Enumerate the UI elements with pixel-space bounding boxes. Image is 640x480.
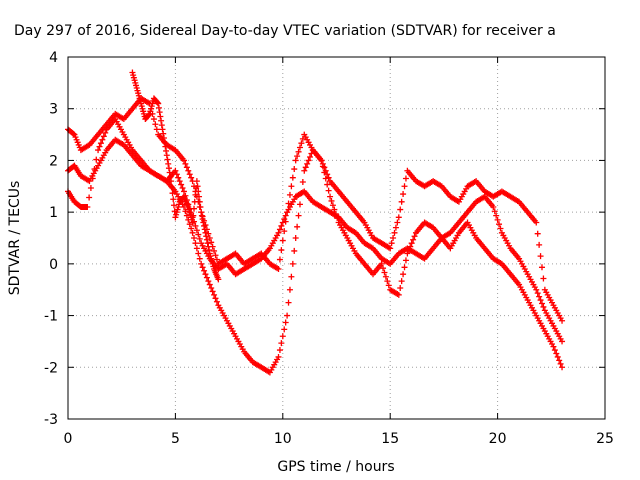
y-tick-label: 4 <box>49 50 58 66</box>
x-tick-label: 10 <box>274 431 292 447</box>
x-tick-label: 5 <box>171 431 180 447</box>
series-1-markers <box>65 95 566 324</box>
y-tick-label: -3 <box>44 412 58 428</box>
plot-frame <box>67 56 606 420</box>
x-axis-label: GPS time / hours <box>277 459 394 475</box>
x-tick-label: 15 <box>381 431 399 447</box>
y-axis-label: SDTVAR / TECUs <box>7 181 23 296</box>
series-2-points <box>65 136 566 345</box>
y-tick-label: 2 <box>49 153 58 169</box>
series-4-points <box>129 69 222 283</box>
axis-ticks: 0 5 10 15 20 25 -3 -2 -1 0 1 2 3 4 <box>44 50 614 447</box>
y-tick-label: -2 <box>44 360 58 376</box>
y-tick-label: -1 <box>44 309 58 325</box>
x-tick-label: 25 <box>596 431 614 447</box>
series-3-markers <box>65 116 566 376</box>
chart-title: Day 297 of 2016, Sidereal Day-to-day VTE… <box>14 23 556 39</box>
y-tick-label: 3 <box>49 102 58 118</box>
x-tick-label: 20 <box>489 431 507 447</box>
series-4-markers <box>129 69 222 283</box>
data-points <box>65 69 566 376</box>
y-tick-label: 1 <box>49 205 58 221</box>
x-tick-label: 0 <box>64 431 73 447</box>
y-tick-label: 0 <box>49 257 58 273</box>
series-3-points <box>65 116 566 376</box>
series-2-markers <box>65 136 566 345</box>
series-1-points <box>65 95 566 324</box>
